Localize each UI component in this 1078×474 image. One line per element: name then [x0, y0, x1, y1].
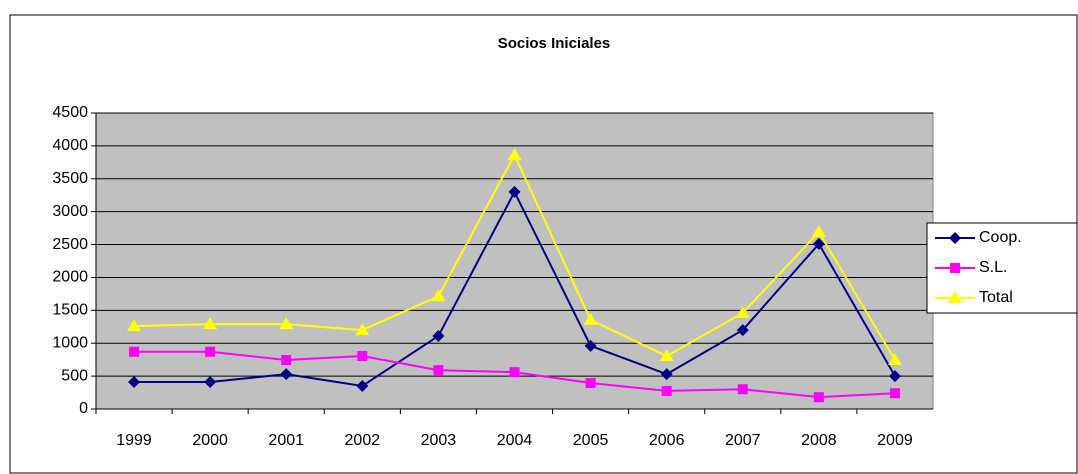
chart-title: Socios Iniciales: [498, 35, 611, 52]
marker: [813, 392, 824, 403]
marker: [129, 346, 140, 357]
marker: [585, 378, 596, 389]
marker: [355, 323, 370, 336]
marker: [889, 388, 900, 399]
marker: [661, 385, 672, 396]
marker: [948, 291, 962, 303]
marker: [433, 365, 444, 376]
x-tick-label: 2003: [421, 432, 457, 449]
plot-area: [95, 112, 934, 410]
x-tick-label: 2000: [192, 432, 228, 449]
x-tick-label: 2004: [497, 432, 533, 449]
marker: [128, 376, 141, 389]
legend-label: Coop.: [979, 229, 1022, 246]
x-tick-label: 1999: [116, 432, 152, 449]
marker: [735, 305, 750, 318]
x-tick-label: 2009: [877, 432, 913, 449]
x-tick-label: 2008: [801, 432, 837, 449]
marker: [508, 185, 521, 198]
marker: [279, 317, 294, 330]
y-tick-label: 1000: [52, 334, 88, 351]
marker: [205, 346, 216, 357]
legend-label: S.L.: [979, 259, 1007, 276]
x-tick-label: 2005: [573, 432, 609, 449]
marker: [812, 237, 825, 250]
marker: [583, 312, 598, 325]
marker: [950, 263, 960, 273]
y-tick-label: 2500: [52, 236, 88, 253]
marker: [203, 317, 218, 330]
y-tick-label: 500: [61, 367, 88, 384]
marker: [356, 379, 369, 392]
y-tick-label: 1500: [52, 302, 88, 319]
marker: [280, 368, 293, 381]
marker: [811, 225, 826, 238]
marker: [949, 232, 961, 244]
marker: [204, 376, 217, 389]
x-tick-label: 2006: [649, 432, 685, 449]
y-tick-label: 2000: [52, 269, 88, 286]
marker: [432, 329, 445, 342]
marker: [887, 352, 902, 365]
marker: [509, 367, 520, 378]
marker: [431, 289, 446, 302]
marker: [736, 324, 749, 337]
marker: [888, 370, 901, 383]
marker: [281, 354, 292, 365]
marker: [127, 319, 142, 332]
marker: [357, 351, 368, 362]
x-tick-label: 2007: [725, 432, 761, 449]
marker: [660, 368, 673, 381]
x-tick-label: 2001: [268, 432, 304, 449]
x-tick-label: 2002: [345, 432, 381, 449]
y-tick-label: 4000: [52, 137, 88, 154]
legend-label: Total: [979, 289, 1013, 306]
y-tick-label: 4500: [52, 104, 88, 121]
marker: [737, 384, 748, 395]
marker: [659, 349, 674, 362]
marker: [584, 339, 597, 352]
y-tick-label: 3000: [52, 203, 88, 220]
marker: [507, 148, 522, 161]
y-tick-label: 0: [79, 400, 88, 417]
y-tick-label: 3500: [52, 170, 88, 187]
